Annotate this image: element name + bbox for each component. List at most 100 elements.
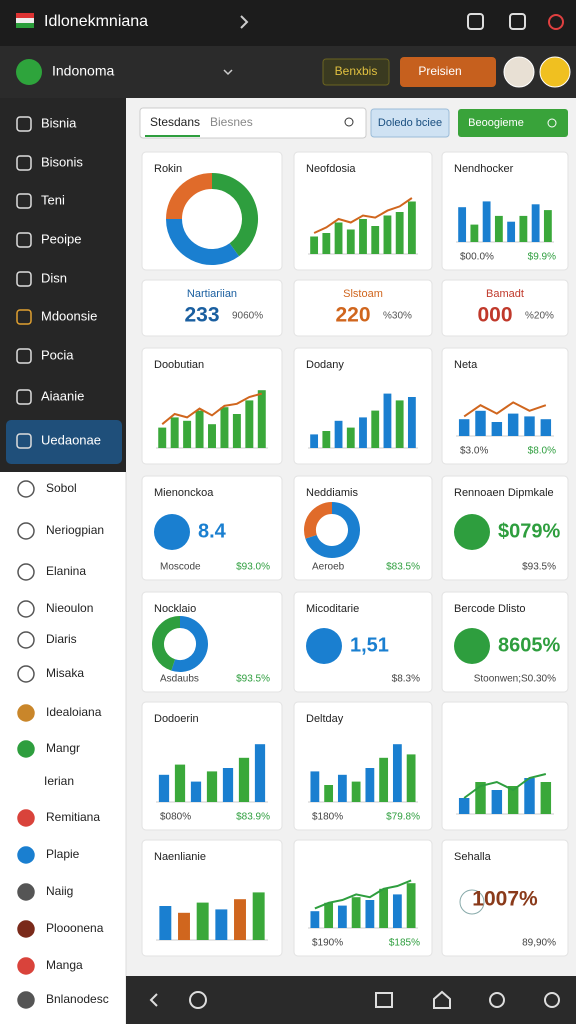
search-bar[interactable] [139, 107, 367, 139]
sidebar-item[interactable]: Neriogpian [46, 523, 104, 537]
card-stat: Aeroeb [312, 562, 345, 573]
sidebar-item[interactable]: Peoipe [41, 231, 81, 246]
nav-home[interactable] [189, 991, 207, 1009]
info-button[interactable] [370, 108, 450, 138]
bar [324, 785, 334, 802]
icon-button[interactable] [509, 13, 526, 30]
icon-button[interactable] [548, 14, 564, 30]
sidebar-item[interactable]: Bnlanodesc [46, 992, 109, 1006]
secondary-button-label: Benxbis [335, 64, 378, 78]
card[interactable] [293, 591, 433, 693]
sidebar-item[interactable]: Plooonena [46, 921, 104, 935]
sidebar-icon [16, 193, 32, 209]
action-button[interactable] [458, 109, 568, 137]
donut-segment [166, 173, 213, 220]
bar [395, 212, 404, 254]
sidebar-icon [16, 232, 32, 248]
donut-segment [305, 502, 360, 558]
card-title: Doobutian [154, 359, 204, 371]
workspace-name[interactable]: Indonoma [52, 63, 114, 79]
tab-label[interactable]: Stesdans [150, 115, 200, 129]
primary-button[interactable] [400, 57, 496, 87]
bar [351, 897, 361, 928]
nav-back[interactable] [149, 993, 158, 1007]
sidebar-item[interactable]: Idealoiana [46, 705, 102, 719]
sidebar-item[interactable]: Disn [41, 270, 67, 285]
sidebar-item[interactable]: Sobol [46, 481, 77, 495]
card[interactable] [141, 279, 283, 337]
bar [491, 790, 503, 814]
sidebar-item[interactable]: Naiig [46, 884, 73, 898]
bar [183, 420, 192, 448]
sidebar-item[interactable]: Manga [46, 958, 83, 972]
sidebar-item[interactable]: Mangr [46, 741, 80, 755]
card-value: 1007% [472, 888, 538, 911]
sidebar-item[interactable]: Uedaonae [41, 432, 101, 447]
donut-segment [166, 218, 240, 265]
card-title: Mienonckoa [154, 487, 214, 499]
card-title: Rennoaen Dipmkale [454, 487, 554, 499]
sidebar-item[interactable]: Pocia [41, 347, 74, 362]
chevron[interactable] [240, 15, 249, 29]
card[interactable] [441, 347, 569, 465]
workspace-icon [16, 59, 42, 85]
card[interactable] [293, 279, 433, 337]
card-title: Nocklaio [154, 603, 196, 615]
card[interactable] [441, 475, 569, 581]
card-title: Deltday [306, 713, 344, 725]
card-small: %20% [525, 311, 554, 322]
sidebar-icon [17, 920, 35, 938]
card[interactable] [441, 591, 569, 693]
bar [531, 204, 540, 242]
nav-icon[interactable] [375, 992, 393, 1008]
card-title: Slstoam [343, 288, 383, 300]
sidebar-item[interactable]: Diaris [46, 632, 77, 646]
card[interactable] [141, 839, 283, 957]
bar [159, 906, 172, 940]
sidebar-item[interactable]: Mdoonsie [41, 308, 97, 323]
avatar[interactable] [539, 56, 571, 88]
bar [351, 781, 361, 802]
bar [196, 902, 209, 940]
search-icon[interactable] [344, 117, 354, 127]
card[interactable] [441, 701, 569, 831]
sidebar-item[interactable]: Bisonis [41, 154, 83, 169]
bar [458, 207, 467, 242]
dropdown-arrow[interactable] [223, 69, 233, 76]
card[interactable] [441, 279, 569, 337]
bar [507, 786, 519, 814]
title-bar [0, 0, 576, 46]
nav-icon[interactable] [489, 992, 505, 1008]
sidebar-item[interactable]: Teni [41, 192, 65, 207]
nav-icon[interactable] [544, 992, 560, 1008]
donut-segment [304, 502, 333, 539]
card-value: 8605% [498, 634, 560, 656]
sidebar-item[interactable]: Bisnia [41, 115, 77, 130]
sidebar-icon [17, 809, 35, 827]
flag [16, 13, 34, 18]
sidebar-item[interactable]: Elanina [46, 564, 86, 578]
sidebar-item[interactable]: Misaka [46, 666, 84, 680]
sidebar-item[interactable]: Plapie [46, 847, 80, 861]
sidebar-item[interactable]: Ierian [44, 774, 74, 788]
card-stat: $180% [312, 812, 343, 823]
bar [334, 222, 343, 254]
card[interactable] [441, 839, 569, 957]
sidebar-item[interactable]: Aiaanie [41, 388, 84, 403]
bar [174, 764, 186, 802]
bar [334, 420, 343, 448]
icon-button[interactable] [467, 13, 484, 30]
sidebar-item[interactable]: Remitiana [46, 810, 100, 824]
bar [407, 201, 416, 254]
secondary-button[interactable] [322, 58, 390, 86]
sidebar-icon [17, 846, 35, 864]
sidebar-item[interactable]: Nieoulon [46, 601, 93, 615]
card-title: Naenlianie [154, 851, 206, 863]
card[interactable] [141, 475, 283, 581]
avatar[interactable] [503, 56, 535, 88]
icon [306, 628, 342, 664]
nav-icon[interactable] [433, 990, 451, 1009]
bar [310, 236, 319, 254]
tab-label[interactable]: Biesnes [210, 115, 253, 129]
